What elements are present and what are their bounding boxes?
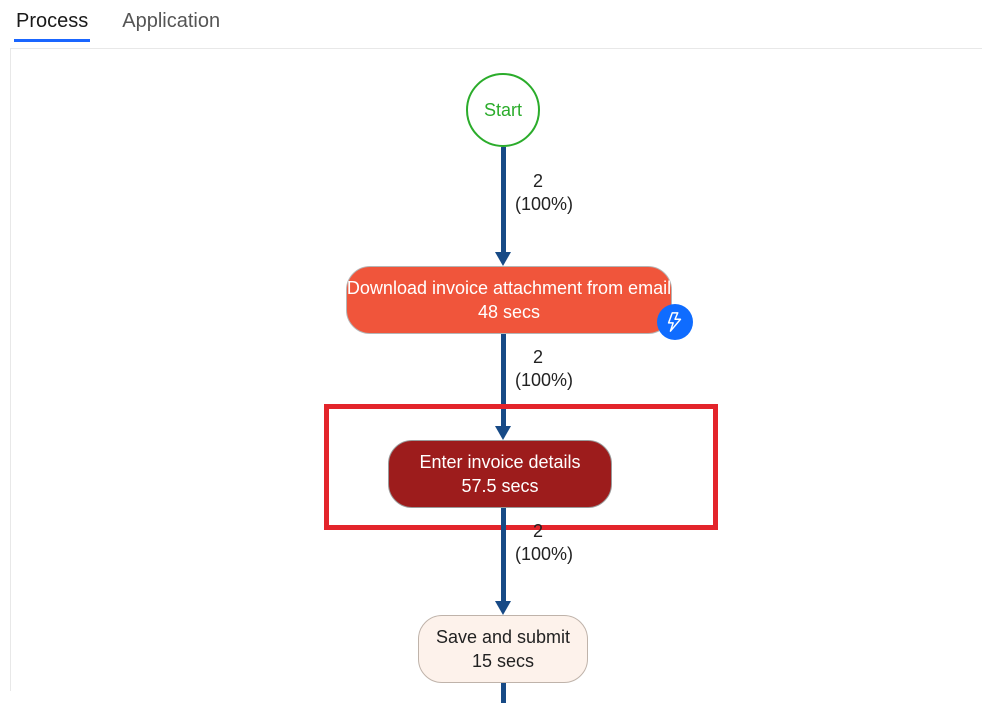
edge-pct: (100%): [515, 369, 573, 392]
edge-start-step1: [501, 147, 506, 252]
edge-label-1: 2 (100%): [515, 170, 573, 215]
edge-step2-step3: [501, 508, 506, 601]
edge-count: 2: [515, 520, 573, 543]
edge-label-3: 2 (100%): [515, 520, 573, 565]
edge-pct: (100%): [515, 193, 573, 216]
edge-count: 2: [515, 170, 573, 193]
node-step3[interactable]: Save and submit 15 secs: [418, 615, 588, 683]
tab-application[interactable]: Application: [120, 6, 222, 42]
node-step2-title: Enter invoice details: [419, 450, 580, 474]
lightning-icon: [664, 311, 686, 333]
edge-label-2: 2 (100%): [515, 346, 573, 391]
node-step2-duration: 57.5 secs: [461, 474, 538, 498]
edge-start-step1-head: [495, 252, 511, 266]
node-step1-title: Download invoice attachment from email: [347, 276, 671, 300]
node-step1-duration: 48 secs: [478, 300, 540, 324]
tab-bar: Process Application: [0, 0, 982, 42]
edge-count: 2: [515, 346, 573, 369]
node-step2[interactable]: Enter invoice details 57.5 secs: [388, 440, 612, 508]
node-step1[interactable]: Download invoice attachment from email 4…: [346, 266, 672, 334]
automation-badge[interactable]: [657, 304, 693, 340]
tab-process[interactable]: Process: [14, 6, 90, 42]
node-start-label: Start: [484, 100, 522, 121]
edge-step3-out: [501, 683, 506, 703]
node-step3-duration: 15 secs: [472, 649, 534, 673]
edge-step2-step3-head: [495, 601, 511, 615]
node-start[interactable]: Start: [466, 73, 540, 147]
process-canvas: 2 (100%) Start Download invoice attachme…: [0, 48, 982, 691]
node-step3-title: Save and submit: [436, 625, 570, 649]
edge-pct: (100%): [515, 543, 573, 566]
